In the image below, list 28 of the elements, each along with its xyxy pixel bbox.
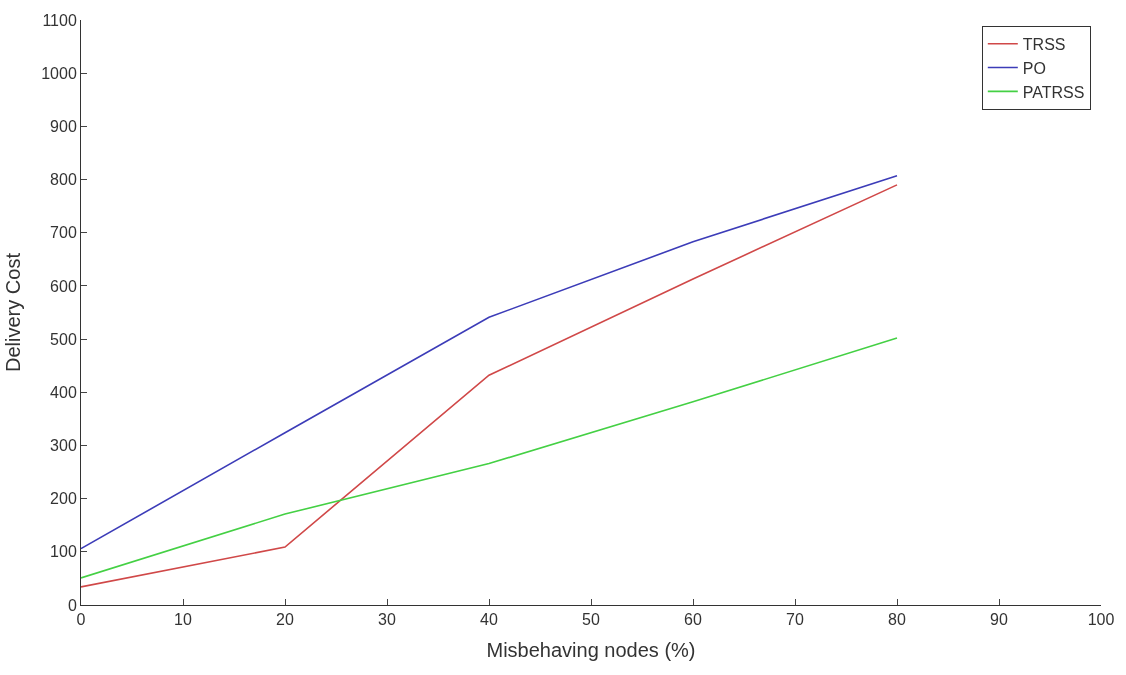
y-tick-label: 1100 [42, 11, 77, 29]
x-tick-label: 30 [378, 611, 396, 629]
x-tick-label: 10 [174, 611, 192, 629]
y-tick-label: 500 [50, 330, 77, 348]
y-axis-title: Delivery Cost [1, 252, 24, 372]
x-tick-label: 90 [990, 611, 1008, 629]
x-axis-title: Misbehaving nodes (%) [486, 638, 696, 661]
x-tick-label: 50 [582, 611, 600, 629]
x-tick-label: 70 [786, 611, 804, 629]
x-tick-label: 80 [888, 611, 906, 629]
y-tick-label: 700 [50, 224, 77, 242]
y-tick-label: 100 [50, 543, 77, 561]
y-tick-label: 200 [50, 490, 77, 508]
line-series [81, 337, 898, 579]
y-tick-label: 300 [50, 437, 77, 455]
y-tick-label: 800 [50, 171, 77, 189]
y-tick-label: 0 [67, 596, 77, 614]
legend-label: TRSS [1022, 35, 1066, 53]
y-tick-label: 1000 [41, 64, 77, 82]
y-tick-label: 900 [50, 117, 77, 135]
legend-label: PO [1022, 59, 1046, 77]
y-tick-label: 400 [50, 383, 77, 401]
y-tick-label: 600 [50, 277, 77, 295]
x-tick-label: 20 [276, 611, 294, 629]
x-tick-label: 40 [480, 611, 498, 629]
legend-label: PATRSS [1022, 83, 1085, 101]
x-tick-label: 60 [684, 611, 702, 629]
x-tick-label: 100 [1087, 611, 1115, 629]
